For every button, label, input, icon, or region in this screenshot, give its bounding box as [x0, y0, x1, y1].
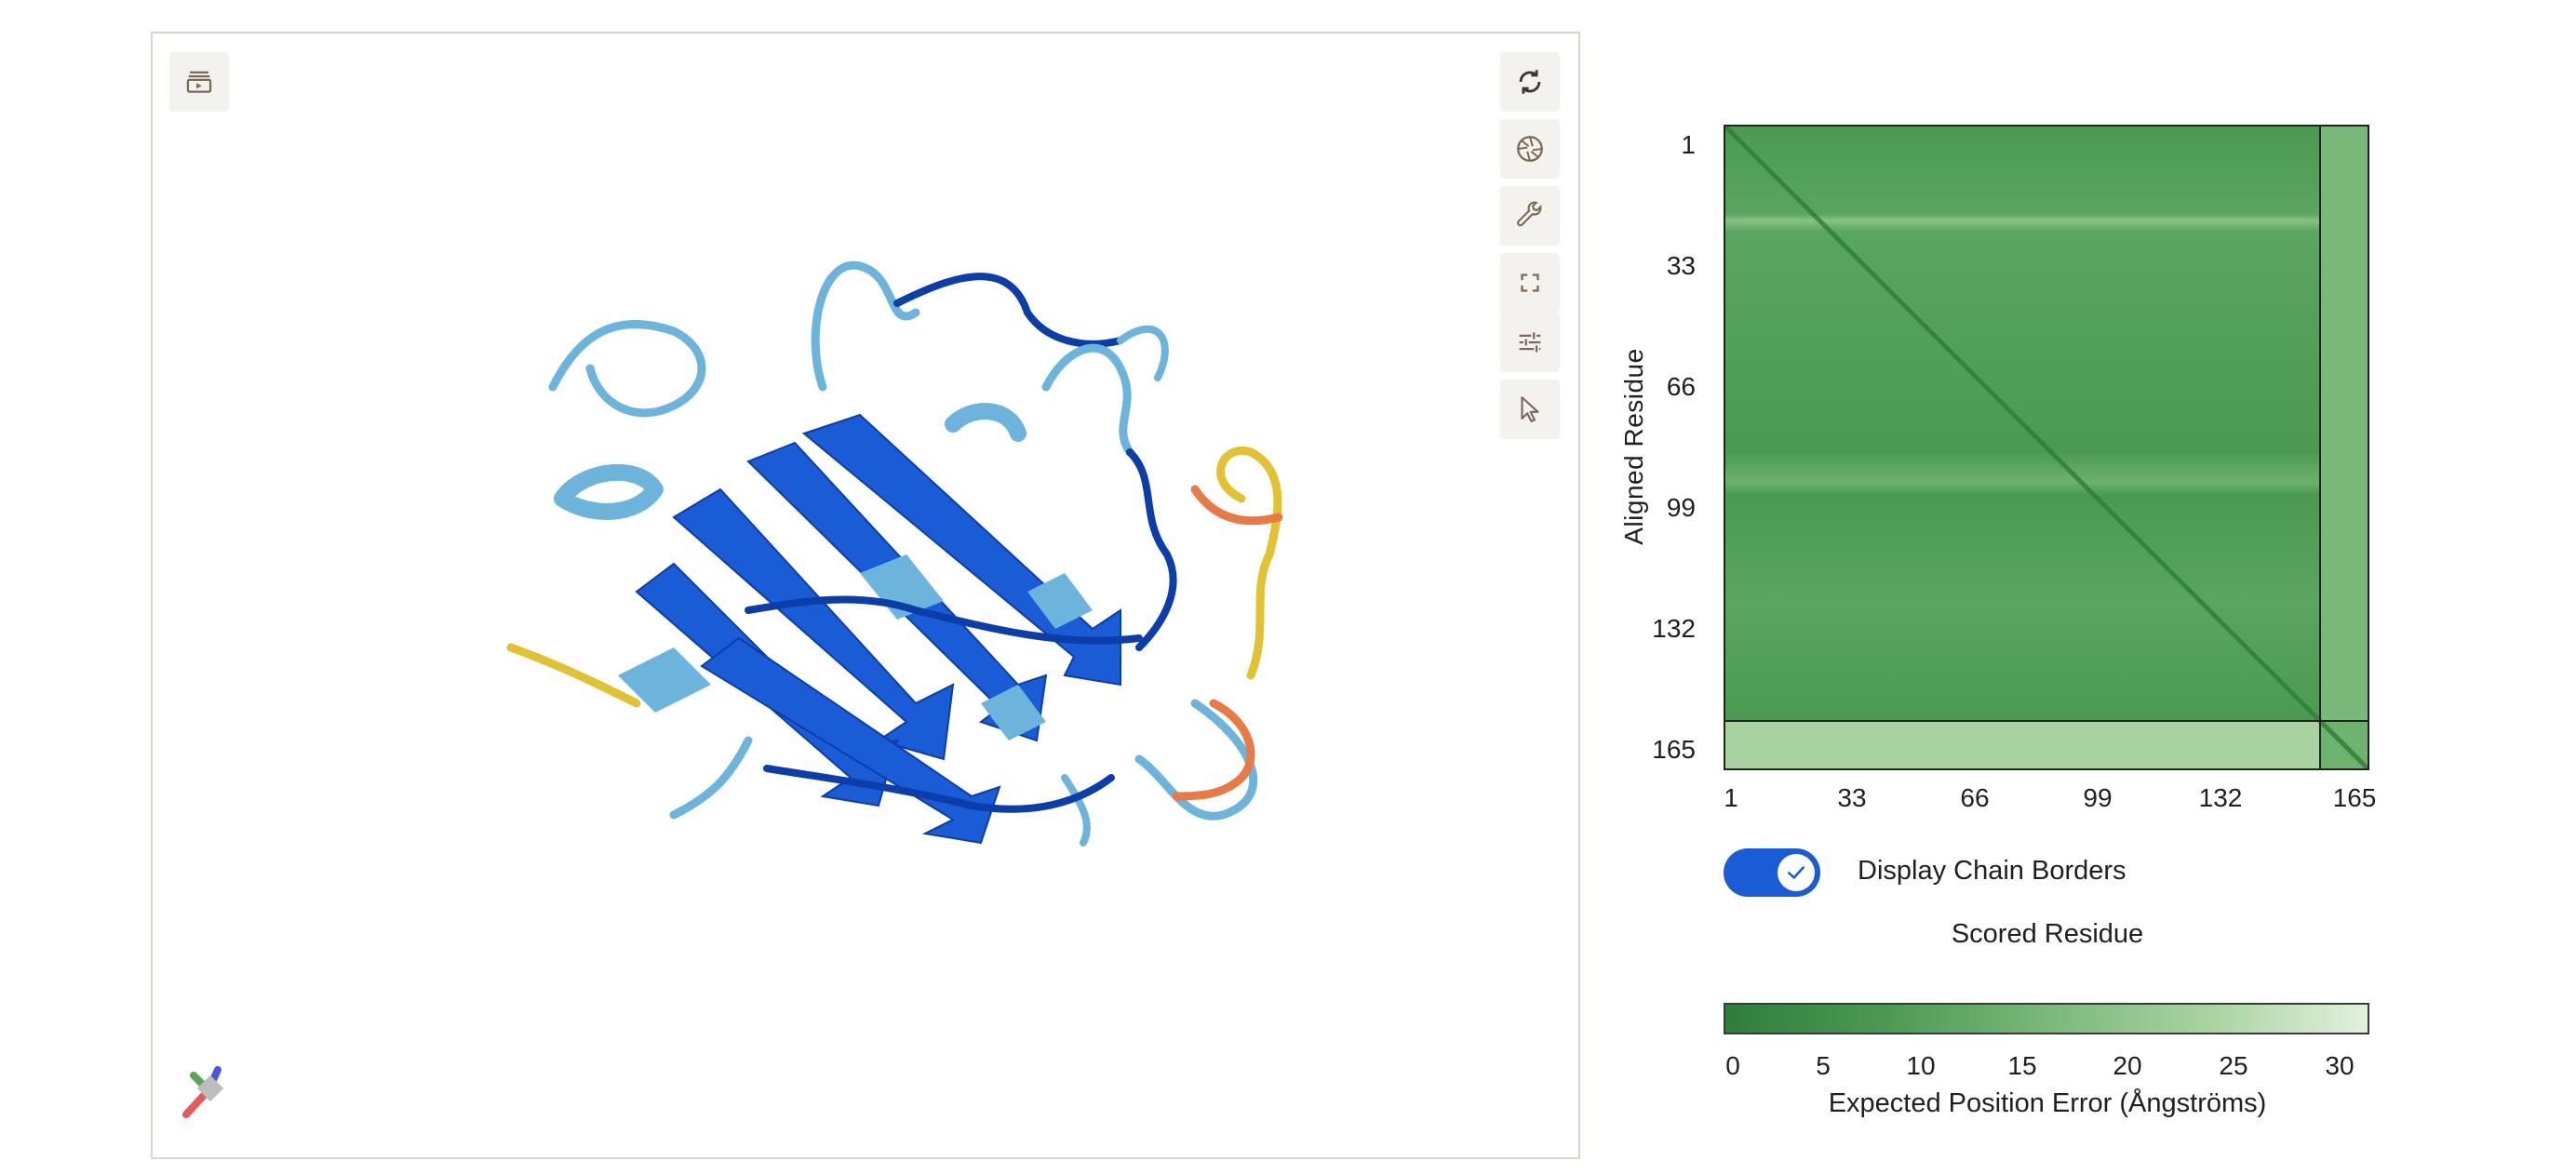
coil [1134, 699, 1258, 820]
select-pointer-icon [1521, 396, 1539, 422]
beta-segment-light [860, 554, 944, 620]
settings-button[interactable] [1500, 313, 1560, 372]
pae-colorbar [1724, 1003, 2369, 1034]
y-tick-label: 33 [1666, 251, 1696, 280]
colorbar-tick-label: 0 [1725, 1051, 1740, 1080]
x-tick-label: 99 [2083, 783, 2113, 812]
x-tick-label: 33 [1837, 783, 1867, 812]
colorbar-title: Expected Position Error (Ångströms) [1828, 1088, 2267, 1118]
helix [945, 403, 1026, 442]
chain-borders-toggle[interactable] [1724, 848, 1820, 897]
coil [893, 273, 1124, 348]
pae-panel: Aligned Residue 1 33 66 99 132 165 [1619, 93, 2550, 1154]
coil [745, 595, 1143, 645]
coil [763, 765, 1115, 813]
colorbar-tick-label: 5 [1816, 1051, 1831, 1080]
beta-segment-light [1027, 573, 1093, 629]
y-tick-label: 165 [1652, 735, 1696, 764]
colorbar-tick-label: 30 [2325, 1051, 2355, 1080]
tools-button[interactable] [1500, 186, 1560, 246]
tail-yellow [506, 643, 641, 708]
beta-strand [672, 487, 955, 761]
beta-segment-light [618, 647, 711, 713]
heatmap-region-right [2320, 125, 2369, 721]
coil [811, 260, 920, 392]
x-axis-label: Scored Residue [1951, 919, 2144, 949]
colorbar-tick-label: 25 [2219, 1051, 2248, 1080]
x-tick-label: 165 [2332, 783, 2377, 812]
fullscreen-icon [1521, 273, 1539, 292]
check-icon [1788, 866, 1805, 879]
reset-view-icon [1519, 70, 1541, 94]
heatmap-frame [1724, 125, 2369, 770]
heatmap-region-bottom [1724, 721, 2320, 770]
coil [1061, 774, 1091, 847]
select-pointer-button[interactable] [1500, 380, 1560, 439]
screenshot-icon [1517, 136, 1543, 162]
animation-toggle-icon [186, 71, 212, 93]
coil [548, 320, 706, 418]
coil [1041, 343, 1134, 457]
pae-heatmap[interactable] [1724, 125, 2369, 770]
tools-icon [1517, 201, 1542, 227]
screenshot-button[interactable] [1500, 119, 1560, 179]
tail-orange [1172, 699, 1255, 801]
y-tick-label: 66 [1666, 372, 1696, 401]
animation-toggle-button[interactable] [169, 52, 229, 112]
beta-strand [801, 413, 1121, 687]
helix [554, 463, 664, 520]
reset-view-button[interactable] [1500, 52, 1560, 112]
y-tick-label: 132 [1652, 614, 1696, 643]
tail-yellow [1216, 447, 1282, 680]
coil [1117, 325, 1169, 381]
x-tick-label: 66 [1960, 783, 1990, 812]
x-tick-label: 132 [2198, 783, 2243, 812]
chain-borders-label: Display Chain Borders [1858, 856, 2127, 886]
heatmap-diagonal [1724, 125, 2369, 770]
protein-structure-render[interactable] [153, 33, 1578, 1157]
y-tick-label: 99 [1666, 493, 1696, 522]
beta-segment-light [981, 685, 1046, 740]
coil [1126, 448, 1177, 651]
orientation-axes-icon [182, 1066, 224, 1118]
coil [669, 736, 753, 820]
colorbar-tick-label: 15 [2007, 1051, 2037, 1080]
tail-orange [1190, 485, 1283, 526]
colorbar-tick-label: 20 [2113, 1051, 2142, 1080]
fullscreen-button[interactable] [1500, 253, 1560, 313]
y-tick-label: 1 [1681, 130, 1696, 159]
x-tick-label: 1 [1724, 783, 1738, 812]
colorbar-tick-label: 10 [1906, 1051, 1936, 1080]
structure-viewer[interactable] [151, 32, 1580, 1159]
toggle-knob [1778, 854, 1815, 891]
settings-sliders-icon [1519, 332, 1541, 353]
